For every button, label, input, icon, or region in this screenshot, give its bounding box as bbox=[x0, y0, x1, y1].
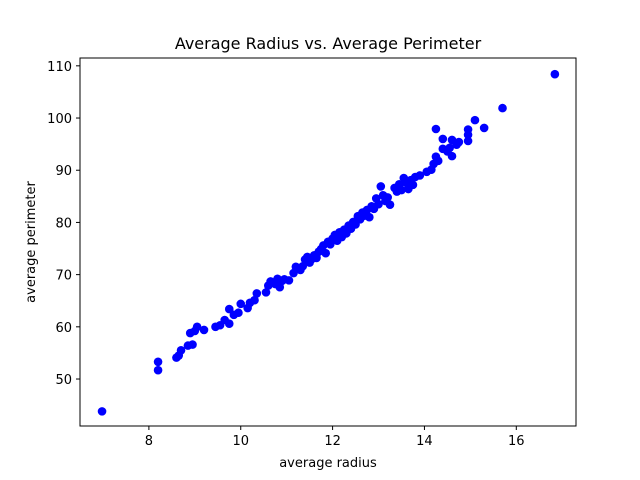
data-point bbox=[153, 357, 163, 367]
data-point bbox=[408, 180, 418, 190]
data-point bbox=[397, 185, 406, 195]
x-tick-label: 16 bbox=[508, 434, 525, 449]
y-tick-label: 70 bbox=[55, 269, 72, 284]
data-point bbox=[431, 124, 441, 134]
data-point bbox=[415, 171, 425, 180]
data-point bbox=[447, 151, 457, 161]
x-axis: 8 10 12 14 16 bbox=[145, 426, 525, 449]
data-point bbox=[199, 325, 209, 335]
data-point bbox=[445, 143, 455, 153]
data-point bbox=[192, 322, 202, 332]
data-point bbox=[250, 295, 259, 305]
x-tick-label: 10 bbox=[232, 434, 249, 449]
y-tick-label: 100 bbox=[47, 112, 72, 127]
chart-title: Average Radius vs. Average Perimeter bbox=[175, 34, 482, 53]
data-point bbox=[433, 156, 443, 166]
y-tick-label: 80 bbox=[55, 216, 72, 231]
data-point bbox=[97, 407, 107, 416]
y-tick-label: 60 bbox=[55, 321, 72, 336]
y-axis: 50 60 70 80 90 100 110 bbox=[47, 60, 80, 388]
data-point bbox=[261, 288, 271, 297]
data-point bbox=[224, 304, 234, 314]
x-tick-label: 12 bbox=[324, 434, 341, 449]
data-point bbox=[463, 136, 473, 146]
data-point bbox=[463, 125, 473, 134]
data-point bbox=[188, 340, 197, 349]
y-tick-label: 50 bbox=[55, 373, 72, 388]
y-axis-label: average perimeter bbox=[24, 181, 39, 303]
data-point bbox=[479, 123, 489, 133]
data-point bbox=[298, 261, 308, 271]
data-point bbox=[236, 299, 246, 309]
data-point bbox=[438, 134, 448, 144]
data-point bbox=[365, 212, 374, 222]
data-point bbox=[470, 115, 480, 125]
data-point bbox=[383, 193, 393, 202]
data-point bbox=[454, 137, 464, 147]
data-point bbox=[284, 276, 294, 285]
data-point bbox=[252, 289, 262, 298]
data-point bbox=[498, 103, 507, 113]
points-layer bbox=[97, 69, 560, 416]
data-point bbox=[224, 319, 234, 328]
data-point bbox=[321, 248, 331, 258]
data-point bbox=[176, 346, 186, 355]
data-point bbox=[234, 308, 243, 318]
y-tick-label: 90 bbox=[55, 164, 72, 179]
plot-frame bbox=[79, 57, 577, 427]
x-axis-label: average radius bbox=[279, 456, 377, 471]
data-point bbox=[376, 182, 386, 191]
y-tick-label: 110 bbox=[47, 60, 72, 75]
data-point bbox=[550, 69, 560, 79]
x-tick-label: 8 bbox=[145, 434, 153, 449]
data-point bbox=[153, 365, 163, 375]
data-point bbox=[374, 199, 383, 209]
x-tick-label: 14 bbox=[416, 434, 433, 449]
data-point bbox=[385, 200, 395, 209]
